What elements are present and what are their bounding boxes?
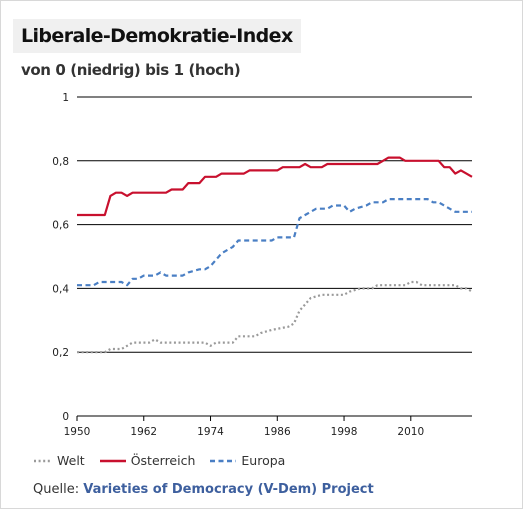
y-tick-label-2: 0,4 [52, 283, 69, 295]
series-line-welt [77, 280, 473, 354]
x-tick-label-1: 1962 [130, 426, 157, 438]
chart-title: Liberale-Demokratie-Index [21, 25, 293, 47]
x-tick-label-5: 2010 [397, 426, 424, 438]
source-line: Quelle: Varieties of Democracy (V-Dem) P… [33, 482, 374, 497]
chart-subtitle: von 0 (niedrig) bis 1 (hoch) [21, 61, 241, 79]
chart-title-box: Liberale-Demokratie-Index [13, 19, 301, 53]
x-tick-label-3: 1986 [264, 426, 291, 438]
x-tick-label-4: 1998 [331, 426, 358, 438]
legend-label-welt: Welt [57, 453, 85, 468]
x-tick-label-0: 1950 [64, 426, 91, 438]
x-tick-label-2: 1974 [197, 426, 224, 438]
legend-swatch-oesterreich [99, 459, 126, 462]
y-tick-label-3: 0,6 [52, 220, 69, 232]
y-tick-label-1: 0,2 [52, 347, 69, 359]
legend-item-welt: Welt [33, 453, 85, 468]
y-tick-label-0: 0 [62, 411, 69, 423]
y-tick-label-5: 1 [62, 92, 69, 104]
legend-swatch-welt [34, 459, 52, 462]
chart-legend: Welt Österreich Europa [33, 453, 299, 468]
legend-item-oesterreich: Österreich [99, 453, 196, 468]
legend-item-europa: Europa [209, 453, 285, 468]
source-label: Quelle: [33, 482, 80, 497]
source-link[interactable]: Varieties of Democracy (V-Dem) Project [83, 482, 374, 497]
series-line-europa [77, 198, 472, 287]
y-tick-label-4: 0,8 [52, 156, 69, 168]
series-line-oesterreich [77, 156, 473, 217]
legend-swatch-europa [210, 459, 237, 462]
legend-label-oesterreich: Österreich [130, 453, 196, 468]
legend-label-europa: Europa [241, 453, 286, 468]
